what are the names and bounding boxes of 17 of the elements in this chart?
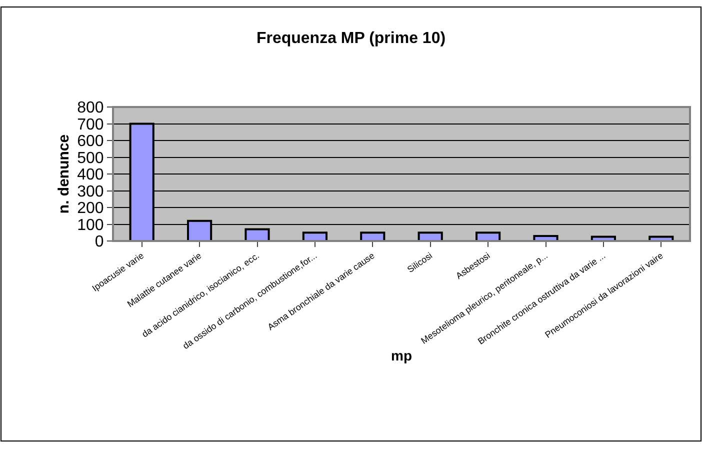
y-tick-label: 400 (77, 166, 104, 184)
y-axis-title: n. denunce (55, 134, 72, 214)
bar (476, 232, 501, 241)
y-tick-label: 300 (77, 183, 104, 200)
y-tick-label: 700 (77, 116, 104, 134)
y-tick-label: 500 (77, 150, 104, 167)
bar (302, 232, 328, 241)
bar (418, 232, 443, 241)
y-tick-label: 800 (77, 100, 104, 117)
y-tick-label: 100 (77, 216, 104, 234)
bar (244, 228, 270, 241)
y-tick-label: 200 (77, 200, 104, 218)
y-tick-label: 0 (94, 234, 104, 251)
chart-title: Frequenza MP (prime 10) (256, 30, 446, 47)
bar (360, 232, 386, 241)
x-axis-title: mp (391, 347, 412, 364)
y-tick-label: 600 (77, 133, 104, 150)
